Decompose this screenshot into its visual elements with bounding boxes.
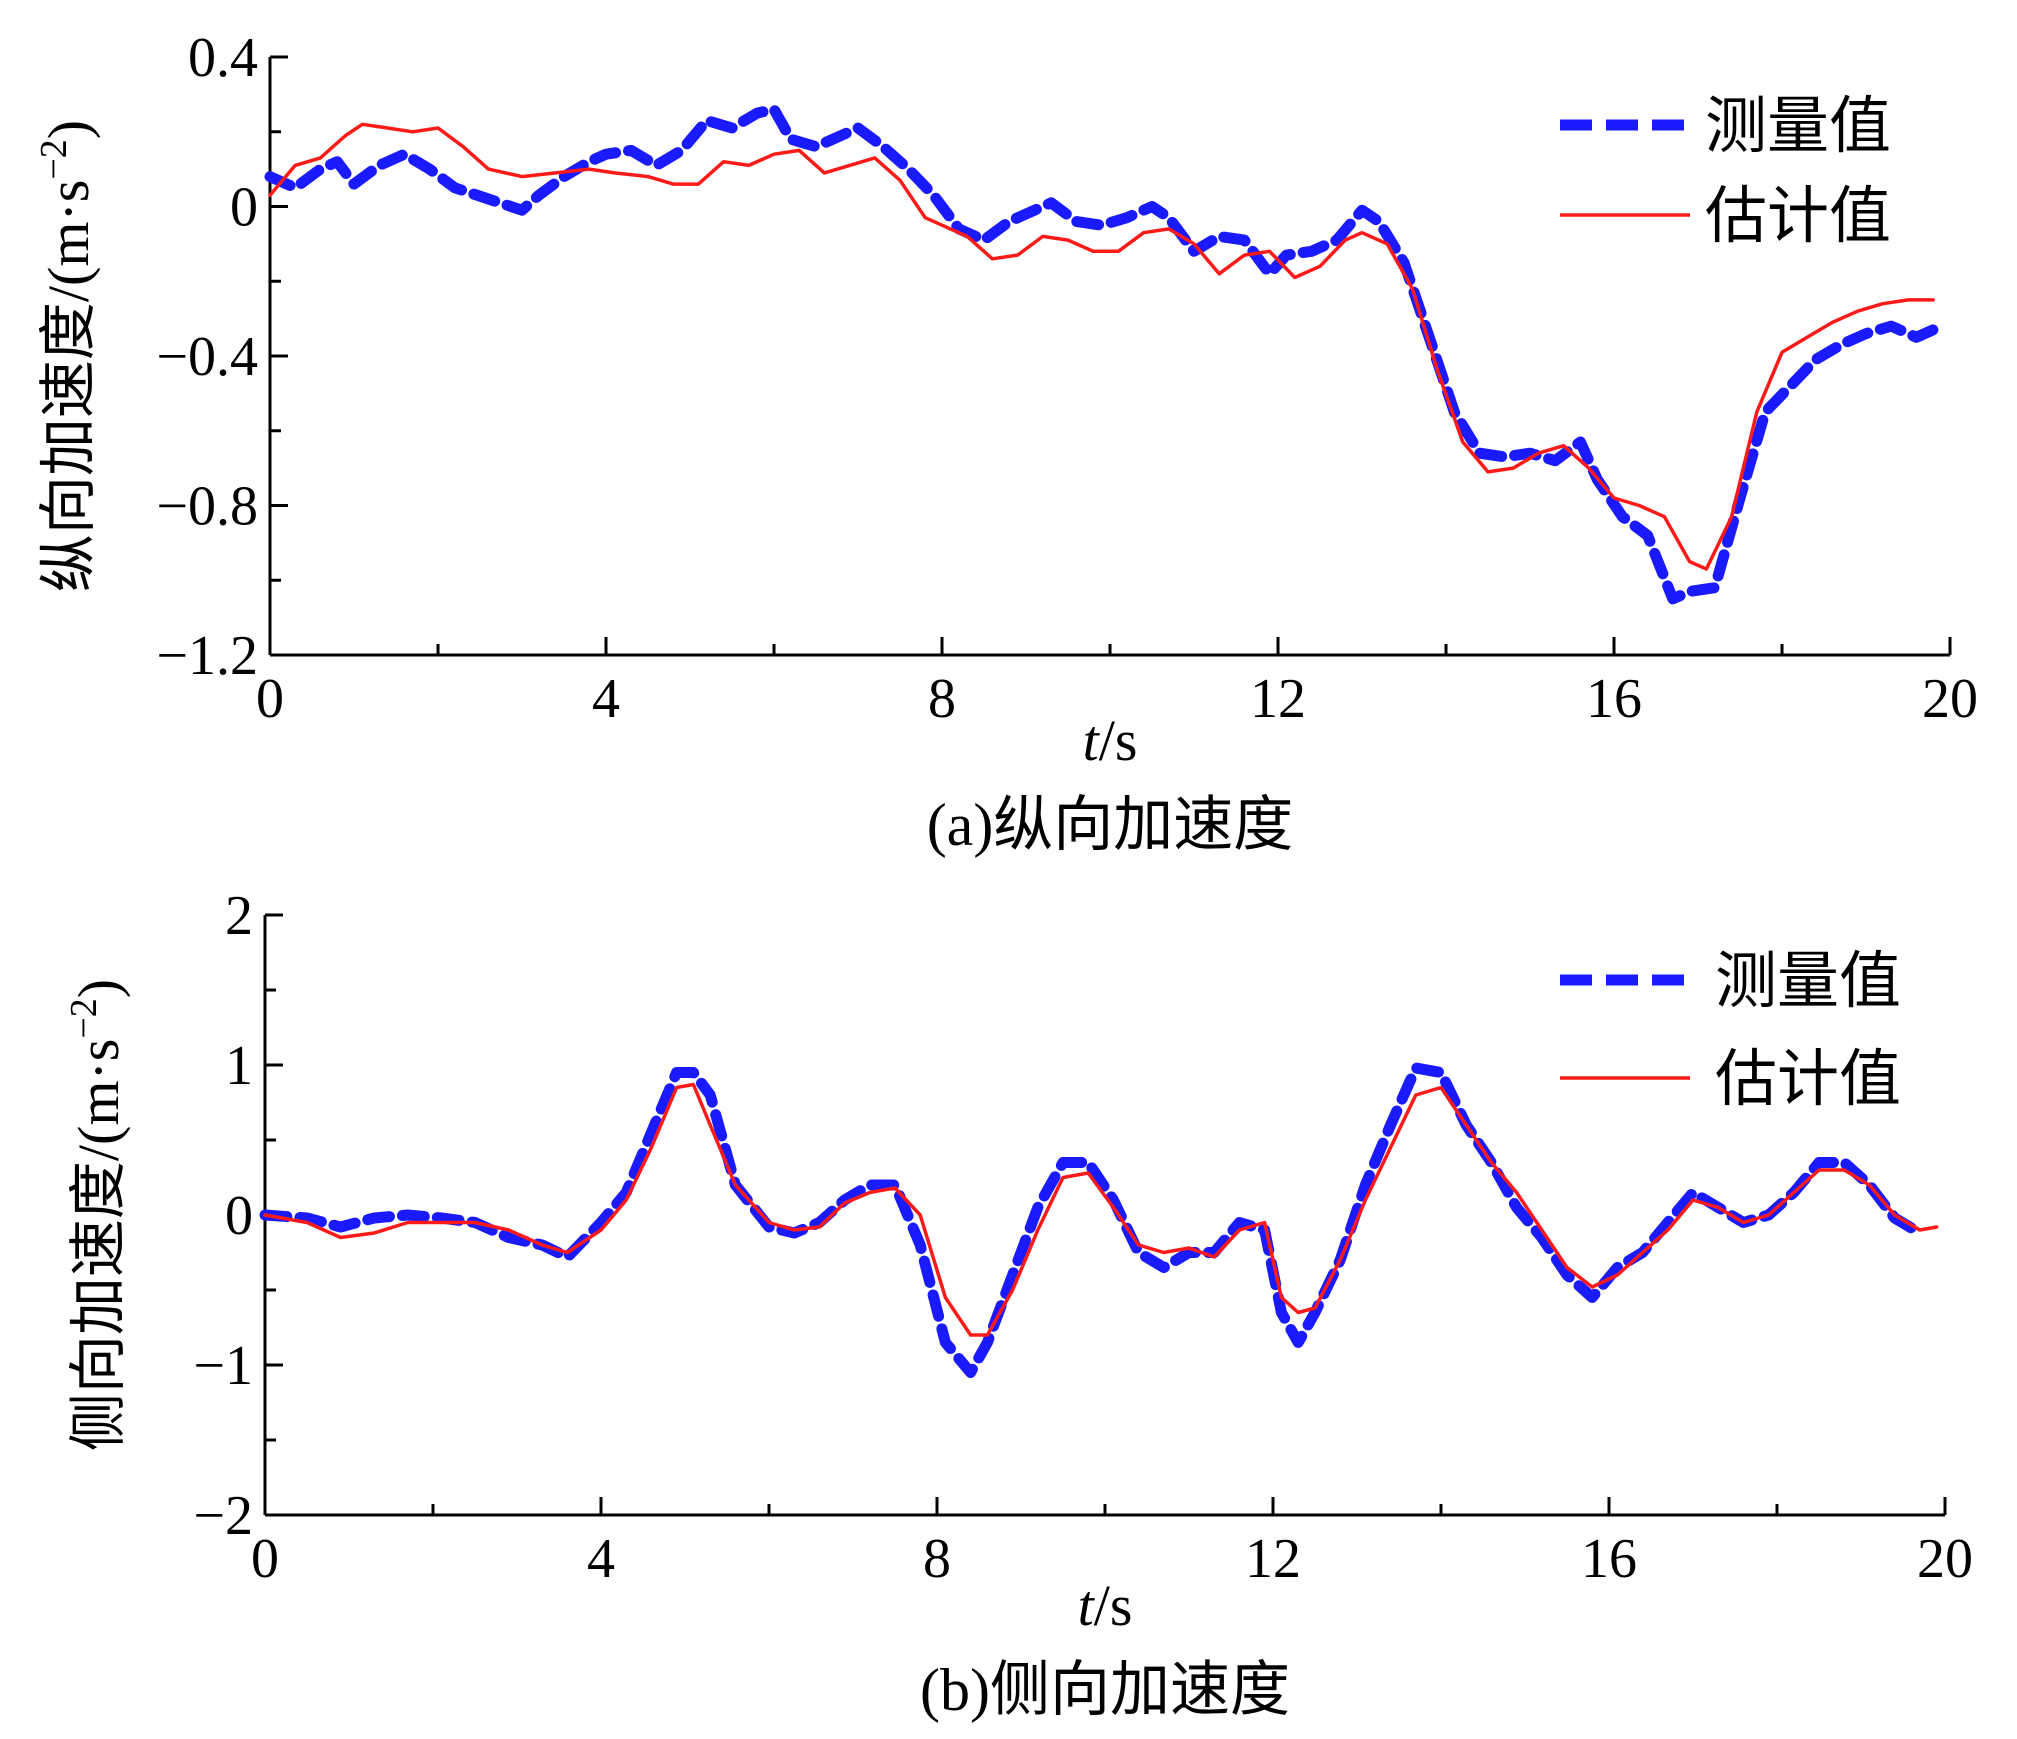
x-axis-unit: /s <box>1099 708 1138 773</box>
y-tick-label: −0.8 <box>156 476 258 538</box>
y-tick-label: 1 <box>225 1035 253 1097</box>
x-tick-label: 4 <box>592 668 620 730</box>
estimated-series-line <box>263 1082 1939 1337</box>
x-tick-label: 20 <box>1922 668 1978 730</box>
x-axis-title: t/s <box>1083 708 1138 773</box>
x-tick-label: 4 <box>587 1528 615 1590</box>
x-tick-label: 16 <box>1581 1528 1637 1590</box>
y-axis-title-close: ) <box>66 979 131 998</box>
y-axis-title-main: 侧向加速度/(m·s <box>66 1039 131 1451</box>
x-tick-label: 20 <box>1917 1528 1973 1590</box>
legend-label: 测量值 <box>1705 93 1891 161</box>
measured-series-line <box>264 103 1939 605</box>
x-tick-label: 8 <box>923 1528 951 1590</box>
legend-label: 估计值 <box>1705 183 1891 251</box>
y-tick-label: 0 <box>230 177 258 239</box>
x-tick-label: 12 <box>1245 1528 1301 1590</box>
chart-caption: (a)纵向加速度 <box>927 792 1294 858</box>
y-tick-label: −1 <box>193 1335 253 1397</box>
y-axis-title-exponent: −2 <box>33 139 75 179</box>
x-tick-label: 0 <box>256 668 284 730</box>
x-axis-title: t/s <box>1078 1573 1133 1638</box>
y-axis-title-exponent: −2 <box>63 998 105 1038</box>
x-axis-unit: /s <box>1094 1573 1133 1638</box>
y-tick-label: 0.4 <box>188 27 258 89</box>
x-tick-label: 8 <box>928 668 956 730</box>
estimated-series-line <box>268 122 1935 571</box>
x-tick-label: 12 <box>1250 668 1306 730</box>
x-tick-label: 16 <box>1586 668 1642 730</box>
x-axis-variable: t <box>1078 1573 1096 1638</box>
y-axis-title: 侧向加速度/(m·s−2) <box>63 979 131 1451</box>
y-tick-label: −0.4 <box>156 326 258 388</box>
chart-caption: (b)侧向加速度 <box>920 1657 1290 1723</box>
x-tick-label: 0 <box>251 1528 279 1590</box>
y-tick-label: 0 <box>225 1185 253 1247</box>
y-axis-title-main: 纵向加速度/(m·s <box>36 180 101 592</box>
y-tick-label: 2 <box>225 885 253 947</box>
y-axis-title-close: ) <box>36 120 101 139</box>
legend-label: 测量值 <box>1715 948 1901 1016</box>
legend-label: 估计值 <box>1715 1046 1901 1114</box>
measured-series-line <box>259 1062 1926 1378</box>
x-axis-variable: t <box>1083 708 1101 773</box>
chart-lateral-acceleration: 0 4 8 12 16 20210−1−2t/s侧向加速度/(m·s−2)(b)侧向加速度… <box>63 885 1973 1723</box>
y-tick-label: −1.2 <box>156 625 258 687</box>
chart-longitudinal-acceleration: 0 4 8 12 16 20 0.4 0 −0.4 −0.8 −1.2 t/s 纵向加速度/(m·s−2… <box>33 27 1978 858</box>
y-tick-label: −2 <box>193 1485 253 1547</box>
y-axis-title: 纵向加速度/(m·s−2) <box>33 120 101 592</box>
